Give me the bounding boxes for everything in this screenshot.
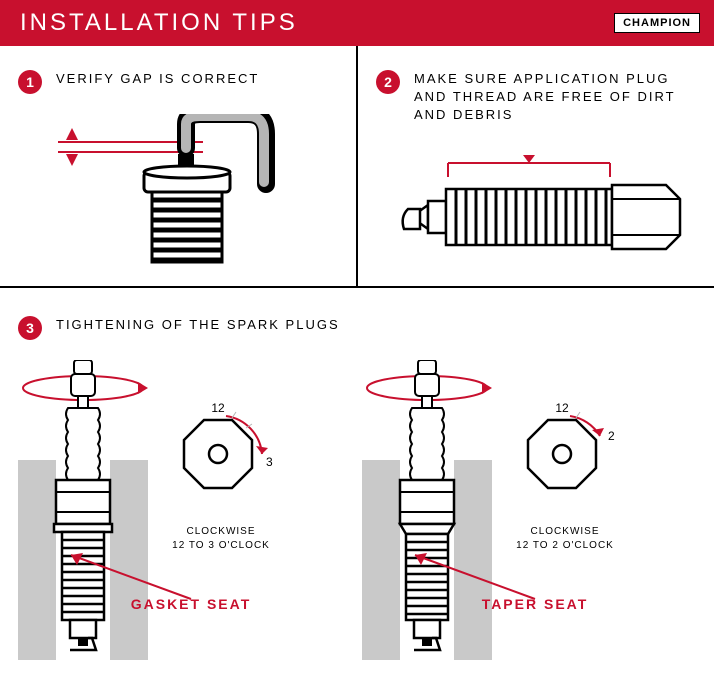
gasket-line1: CLOCKWISE bbox=[166, 525, 276, 539]
step-1-text: Verify gap is correct bbox=[56, 70, 259, 88]
step-1-header: 1 Verify gap is correct bbox=[18, 70, 338, 94]
clock-12-label: 12 bbox=[211, 401, 225, 415]
gasket-plug-svg bbox=[18, 360, 148, 660]
step-3-text: Tightening of the spark plugs bbox=[56, 316, 340, 334]
clock-2-label: 2 bbox=[608, 429, 615, 443]
thread-svg bbox=[386, 145, 686, 285]
taper-dial-svg: 12 2 bbox=[510, 400, 620, 510]
gap-illustration bbox=[18, 114, 338, 264]
taper-dial-stack: 12 2 CLOCKWISE 12 TO 2 O'CLOCK TAPER SEA bbox=[510, 400, 620, 612]
step-2-header: 2 Make sure application plug and thread … bbox=[376, 70, 696, 125]
page-title: INSTALLATION TIPS bbox=[20, 9, 298, 37]
taper-column: 12 2 CLOCKWISE 12 TO 2 O'CLOCK TAPER SEA bbox=[362, 360, 696, 660]
gasket-dial-stack: 12 3 CLOCKWISE 12 TO 3 O'CLOCK bbox=[166, 400, 276, 612]
step-3-header: 3 Tightening of the spark plugs bbox=[18, 316, 696, 340]
taper-line1: CLOCKWISE bbox=[510, 525, 620, 539]
gasket-column: 12 3 CLOCKWISE 12 TO 3 O'CLOCK bbox=[18, 360, 352, 660]
gasket-seat-label: GASKET SEAT bbox=[106, 596, 276, 612]
step-3-badge: 3 bbox=[18, 316, 42, 340]
header-bar: INSTALLATION TIPS CHAMPION bbox=[0, 0, 714, 46]
tightening-row: 12 3 CLOCKWISE 12 TO 3 O'CLOCK bbox=[18, 360, 696, 660]
gap-svg bbox=[48, 114, 308, 264]
step-1-badge: 1 bbox=[18, 70, 42, 94]
step-2-panel: 2 Make sure application plug and thread … bbox=[358, 46, 714, 286]
top-panels: 1 Verify gap is correct bbox=[0, 46, 714, 288]
step-2-text: Make sure application plug and thread ar… bbox=[414, 70, 696, 125]
thread-illustration bbox=[376, 145, 696, 285]
gasket-dial-svg: 12 3 bbox=[166, 400, 276, 510]
brand-logo: CHAMPION bbox=[614, 13, 700, 33]
clock-3-label: 3 bbox=[266, 455, 273, 469]
taper-plug-svg bbox=[362, 360, 492, 660]
clock-12-label: 12 bbox=[555, 401, 569, 415]
step-1-panel: 1 Verify gap is correct bbox=[0, 46, 358, 286]
step-2-badge: 2 bbox=[376, 70, 400, 94]
step-3-panel: 3 Tightening of the spark plugs bbox=[0, 288, 714, 670]
